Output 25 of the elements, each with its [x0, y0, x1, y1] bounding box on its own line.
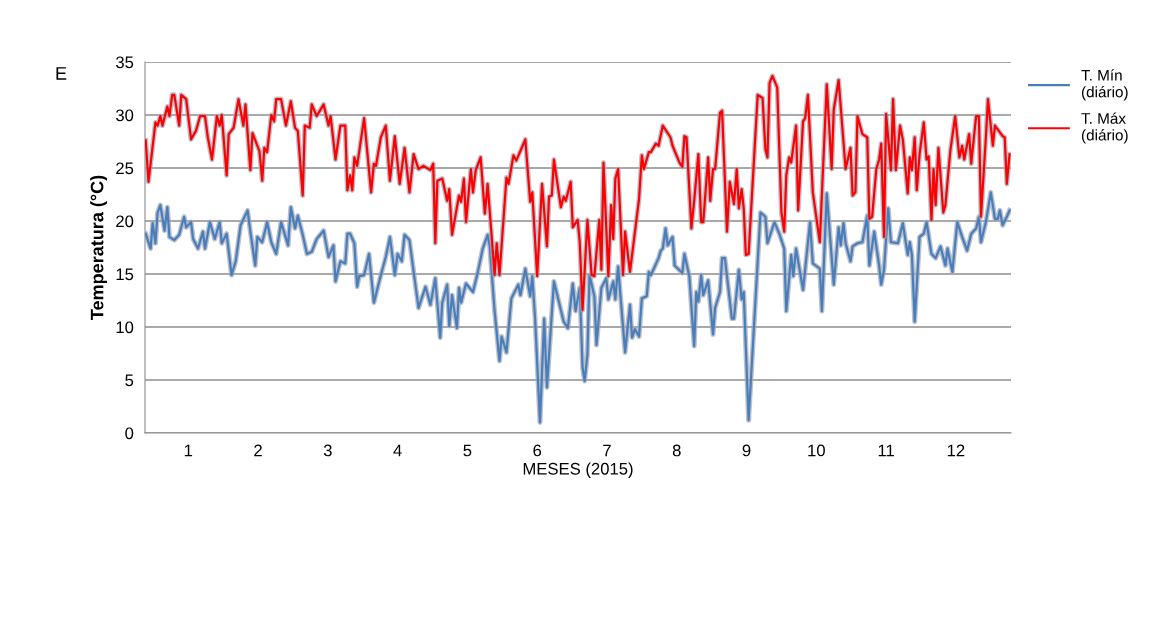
legend-label: T. Máx (diário): [1081, 112, 1128, 144]
y-tick-label: 15: [116, 268, 134, 281]
y-tick-label: 0: [125, 427, 134, 440]
x-tick-label: 8: [672, 444, 681, 457]
y-tick-label: 30: [115, 109, 134, 122]
x-tick-label: 4: [393, 444, 402, 457]
y-axis-title: Temperatura (°C): [90, 175, 108, 320]
x-tick-label: 3: [323, 444, 332, 457]
y-tick-label: 25: [116, 162, 134, 175]
x-tick-label: 12: [947, 444, 965, 457]
text: E: [56, 67, 67, 80]
x-tick-label: 10: [808, 444, 825, 457]
y-tick-label: 10: [116, 321, 134, 334]
x-tick-label: 1: [184, 444, 193, 457]
y-tick-label: 5: [125, 374, 134, 387]
x-tick-label: 11: [878, 444, 894, 457]
y-tick-label: 20: [116, 215, 134, 228]
x-tick-label: 9: [742, 444, 751, 457]
x-tick-label: 2: [254, 444, 262, 457]
x-tick-label: 6: [533, 444, 542, 457]
x-tick-label: 5: [463, 444, 472, 457]
x-tick-label: 7: [603, 444, 611, 457]
y-tick-label: 35: [115, 56, 134, 69]
x-axis-title: MESES (2015): [523, 462, 633, 478]
legend-label: T. Mín (diário): [1081, 69, 1128, 101]
